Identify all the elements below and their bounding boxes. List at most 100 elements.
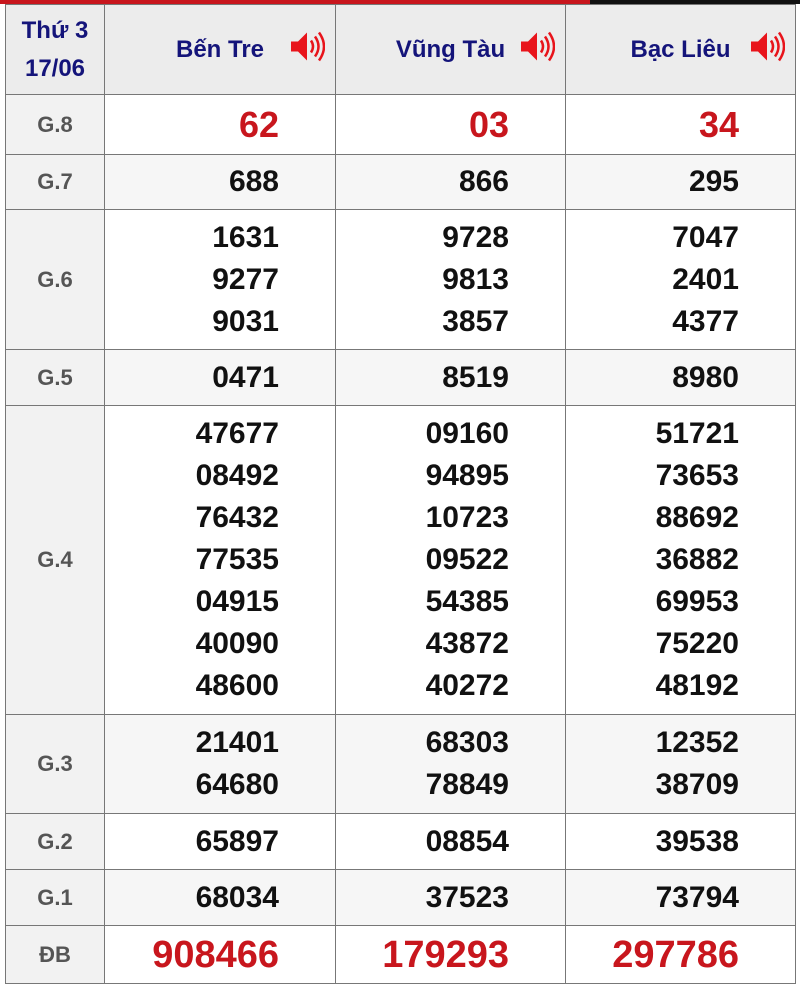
province-header-ben-tre: Bến Tre [104, 4, 336, 95]
prize-number: 297786 [612, 933, 739, 976]
prize-number: 78849 [425, 768, 509, 801]
province-name: Vũng Tàu [395, 35, 506, 63]
prize-number: 9813 [442, 262, 509, 296]
prize-cell: 297786 [565, 925, 796, 984]
draw-date: 17/06 [24, 54, 86, 82]
speaker-icon[interactable] [519, 29, 556, 70]
prize-cell: 1631 9277 9031 [104, 209, 336, 350]
prize-cell: 908466 [104, 925, 336, 984]
prize-cell: 09160 94895 10723 09522 54385 43872 40272 [335, 405, 566, 715]
prize-cell: 65897 [104, 813, 336, 870]
prize-number: 179293 [382, 933, 509, 976]
prize-row: G.8 62 03 34 [5, 94, 796, 155]
prize-label: G.3 [5, 714, 105, 814]
prize-number: 7047 [672, 220, 739, 254]
prize-cell: 51721 73653 88692 36882 69953 75220 48192 [565, 405, 796, 715]
prize-row: G.1 68034 37523 73794 [5, 869, 796, 926]
prize-cell: 68303 78849 [335, 714, 566, 814]
prize-cell: 688 [104, 154, 336, 210]
prize-number: 38709 [655, 768, 739, 801]
prize-number: 12352 [655, 726, 739, 759]
prize-number: 34 [698, 103, 739, 145]
province-header-vung-tau: Vũng Tàu [335, 4, 566, 95]
prize-cell: 47677 08492 76432 77535 04915 40090 48600 [104, 405, 336, 715]
prize-number: 08492 [195, 459, 279, 492]
prize-number: 48600 [195, 669, 279, 702]
prize-cell: 34 [565, 94, 796, 155]
prize-number: 1631 [212, 220, 279, 254]
prize-label: G.8 [5, 94, 105, 155]
prize-number: 908466 [152, 933, 279, 976]
prize-cell: 0471 [104, 349, 336, 406]
prize-number: 2401 [672, 262, 739, 296]
prize-cell: 8980 [565, 349, 796, 406]
prize-cell: 12352 38709 [565, 714, 796, 814]
prize-row: G.7 688 866 295 [5, 154, 796, 210]
prize-row: G.4 47677 08492 76432 77535 04915 40090 48600 09… [5, 405, 796, 715]
header-row: Thứ 3 17/06 Bến Tre Vũng Tàu Bạc Liêu [5, 4, 796, 95]
prize-number: 76432 [195, 501, 279, 534]
prize-cell: 295 [565, 154, 796, 210]
prize-number: 43872 [425, 627, 509, 660]
prize-number: 65897 [195, 824, 279, 858]
speaker-icon[interactable] [289, 29, 326, 70]
prize-number: 866 [458, 165, 509, 198]
prize-number: 64680 [195, 768, 279, 801]
province-name: Bạc Liêu [630, 35, 731, 63]
prize-number: 88692 [655, 501, 739, 534]
top-bar [0, 0, 800, 4]
prize-number: 4377 [672, 304, 739, 338]
prize-row: ĐB 908466 179293 297786 [5, 925, 796, 984]
prize-number: 9277 [212, 262, 279, 296]
prize-label: G.6 [5, 209, 105, 350]
prize-label: G.4 [5, 405, 105, 715]
prize-number: 75220 [655, 627, 739, 660]
prize-number: 9031 [212, 304, 279, 338]
prize-number: 295 [688, 165, 739, 198]
prize-number: 40090 [195, 627, 279, 660]
prize-number: 04915 [195, 585, 279, 618]
prize-number: 36882 [655, 543, 739, 576]
prize-number: 77535 [195, 543, 279, 576]
prize-cell: 39538 [565, 813, 796, 870]
prize-row: G.6 1631 9277 9031 9728 9813 3857 7047 2401 4377 [5, 209, 796, 350]
prize-number: 68034 [195, 880, 279, 914]
prize-number: 62 [238, 103, 279, 145]
prize-number: 39538 [655, 824, 739, 858]
prize-number: 08854 [425, 824, 509, 858]
prize-number: 8980 [672, 360, 739, 394]
prize-cell: 9728 9813 3857 [335, 209, 566, 350]
prize-cell: 03 [335, 94, 566, 155]
prize-cell: 62 [104, 94, 336, 155]
prize-cell: 08854 [335, 813, 566, 870]
prize-number: 54385 [425, 585, 509, 618]
prize-cell: 8519 [335, 349, 566, 406]
prize-label: G.5 [5, 349, 105, 406]
prize-label: G.1 [5, 869, 105, 926]
prize-label: G.7 [5, 154, 105, 210]
prize-number: 09522 [425, 543, 509, 576]
date-header: Thứ 3 17/06 [5, 4, 105, 95]
prize-number: 73794 [655, 880, 739, 914]
prize-cell: 21401 64680 [104, 714, 336, 814]
prize-cell: 7047 2401 4377 [565, 209, 796, 350]
prize-number: 09160 [425, 417, 509, 450]
prize-number: 0471 [212, 360, 279, 394]
prize-cell: 37523 [335, 869, 566, 926]
prize-cell: 179293 [335, 925, 566, 984]
prize-cell: 68034 [104, 869, 336, 926]
prize-number: 94895 [425, 459, 509, 492]
speaker-icon[interactable] [749, 29, 786, 70]
prize-row: G.5 0471 8519 8980 [5, 349, 796, 406]
province-header-bac-lieu: Bạc Liêu [565, 4, 796, 95]
prize-number: 37523 [425, 880, 509, 914]
prize-label: ĐB [5, 925, 105, 984]
prize-number: 51721 [655, 417, 739, 450]
prize-number: 40272 [425, 669, 509, 702]
prize-number: 10723 [425, 501, 509, 534]
lottery-results-table: Thứ 3 17/06 Bến Tre Vũng Tàu Bạc Liêu G.… [5, 4, 796, 984]
prize-number: 8519 [442, 360, 509, 394]
prize-number: 68303 [425, 726, 509, 759]
prize-number: 73653 [655, 459, 739, 492]
prize-number: 47677 [195, 417, 279, 450]
